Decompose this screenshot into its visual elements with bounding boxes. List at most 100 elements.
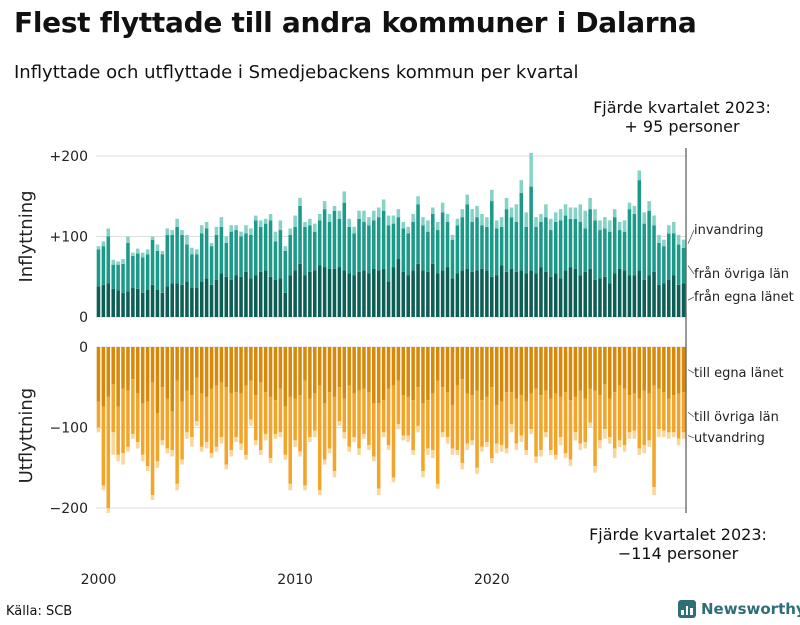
outflow-bar — [209, 347, 214, 389]
newsworthy-logo[interactable]: Newsworthy — [678, 600, 800, 618]
inflow-bar — [588, 197, 592, 210]
outflow-bar — [622, 388, 627, 446]
inflow-bar — [583, 210, 587, 229]
inflow-bar — [175, 283, 179, 317]
outflow-bar — [136, 347, 140, 394]
outflow-bar — [401, 435, 406, 441]
outflow-bar — [622, 445, 627, 452]
outflow-bar — [303, 347, 307, 381]
outflow-bar — [347, 347, 351, 386]
inflow-bar — [165, 234, 170, 287]
outflow-bar — [416, 425, 420, 433]
inflow-bar — [111, 288, 115, 317]
inflow-bar — [273, 231, 278, 242]
inflow-bar — [288, 228, 292, 235]
outflow-bar — [681, 432, 686, 439]
inflow-bar — [667, 233, 671, 280]
inflow-bar — [357, 218, 361, 272]
inflow-bar — [681, 247, 686, 284]
inflow-bar — [376, 270, 381, 317]
inflow-bar — [131, 255, 135, 289]
inflow-bar — [347, 218, 351, 227]
inflow-bar — [455, 225, 460, 274]
inflow-bar — [165, 286, 170, 317]
inflow-bar — [504, 271, 509, 317]
inflow-bar — [657, 234, 661, 243]
outflow-bar — [426, 347, 430, 401]
outflow-bar — [499, 401, 504, 446]
outflow-bar — [352, 437, 356, 442]
inflow-bar — [145, 254, 150, 290]
inflow-bar — [583, 228, 587, 272]
outflow-bar — [372, 403, 376, 457]
outflow-bar — [121, 347, 125, 389]
inflow-bar — [396, 209, 401, 218]
outflow-bar — [485, 396, 489, 442]
inflow-bar — [278, 278, 283, 317]
inflow-y-tick-label: +200 — [50, 149, 88, 165]
inflow-bar — [662, 246, 666, 284]
outflow-bar — [485, 347, 489, 397]
outflow-bar — [544, 390, 548, 433]
inflow-bar — [140, 252, 145, 258]
inflow-bar — [416, 196, 420, 205]
inflow-bar — [676, 244, 681, 285]
inflow-bar — [175, 218, 179, 227]
inflow-bar — [239, 231, 243, 237]
inflow-bar — [440, 270, 445, 317]
outflow-bar — [268, 396, 273, 459]
inflow-bar — [445, 213, 450, 223]
outflow-bar — [652, 487, 656, 496]
inflow-bar — [657, 284, 661, 317]
inflow-bar — [671, 275, 676, 317]
inflow-bar — [180, 234, 184, 285]
inflow-bar — [322, 209, 327, 268]
outflow-bar — [583, 398, 587, 442]
inflow-bar — [553, 212, 558, 223]
inflow-bar — [352, 226, 356, 234]
inflow-bar — [558, 220, 563, 279]
outflow-bar — [111, 347, 115, 385]
inflow-bar — [435, 230, 440, 274]
inflow-bar — [268, 276, 273, 317]
outflow-bar — [563, 453, 568, 459]
inflow-legend-label: från övriga län — [694, 267, 789, 282]
outflow-bar — [549, 398, 553, 451]
outflow-bar — [583, 347, 587, 399]
outflow-bar — [480, 347, 484, 401]
inflow-bar — [652, 271, 656, 317]
outflow-bar — [308, 347, 312, 399]
inflow-bar — [549, 218, 553, 231]
chart-subtitle: Inflyttade och utflyttade i Smedjebacken… — [14, 62, 579, 83]
inflow-bar — [347, 273, 351, 317]
inflow-bar — [676, 284, 681, 317]
outflow-bar — [224, 464, 229, 470]
outflow-bar — [362, 388, 366, 434]
outflow-bar — [494, 347, 499, 405]
outflow-bar — [150, 347, 155, 383]
inflow-bar — [524, 212, 528, 227]
inflow-bar — [239, 276, 243, 317]
outflow-bar — [406, 435, 410, 442]
outflow-bar — [332, 470, 337, 478]
outflow-bar — [337, 421, 342, 426]
inflow-bar — [617, 222, 622, 231]
outflow-bar — [234, 392, 238, 438]
outflow-bar — [204, 441, 209, 449]
outflow-bar — [603, 347, 607, 385]
inflow-bar — [332, 205, 337, 211]
inflow-bar — [229, 279, 233, 317]
outflow-bar — [229, 450, 233, 457]
outflow-bar — [485, 441, 489, 447]
inflow-bar — [445, 267, 450, 317]
outflow-bar — [317, 490, 322, 496]
outflow-bar — [322, 347, 327, 404]
inflow-bar — [627, 209, 632, 276]
inflow-bar — [583, 271, 587, 317]
outflow-bar — [647, 393, 651, 441]
outflow-bar — [327, 392, 332, 449]
inflow-bar — [224, 242, 229, 277]
latest-in-note-line2: + 95 personer — [624, 117, 740, 136]
outflow-bar — [583, 441, 587, 449]
outflow-legend-leader — [687, 411, 695, 418]
